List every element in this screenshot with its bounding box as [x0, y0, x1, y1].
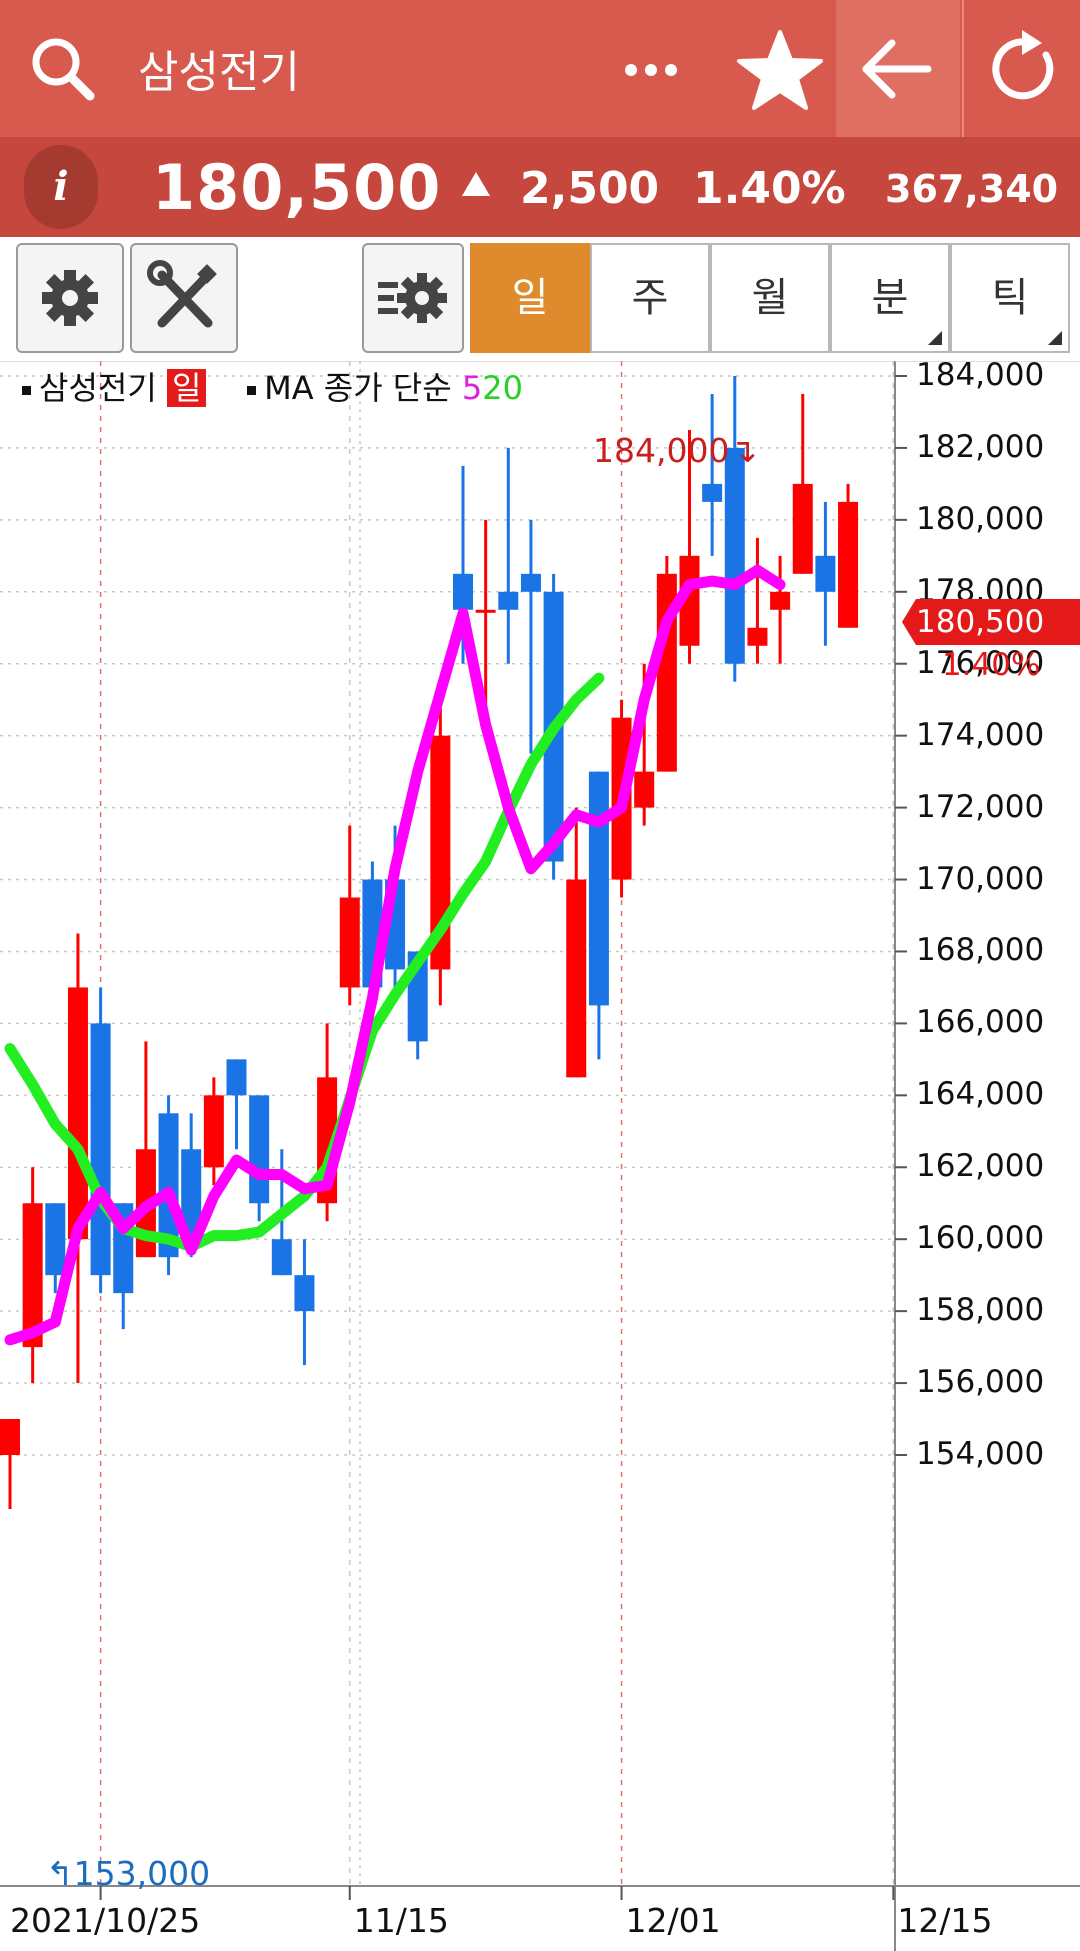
candle-body[interactable] [634, 771, 655, 808]
candle-body[interactable] [67, 987, 88, 1240]
star-icon[interactable] [730, 20, 830, 120]
candle-body[interactable] [226, 1059, 247, 1096]
dropdown-corner-icon [928, 331, 942, 345]
marker-arrow-icon: ↰ [46, 1854, 74, 1893]
x-tick-label: 2021/10/25 [10, 1901, 201, 1940]
current-percent-tag: 1.40% [942, 647, 1041, 683]
tab-weekly[interactable]: 주 [590, 243, 710, 353]
candle-body[interactable] [838, 501, 859, 628]
candle-body[interactable] [520, 573, 541, 592]
current-price-tag: 180,500 [902, 599, 1080, 645]
candle-body[interactable] [294, 1275, 315, 1312]
tab-tick-label: 틱 [991, 275, 1029, 321]
y-tick-label: 182,000 [916, 428, 1045, 465]
top-bar: 삼성전기 [0, 0, 1080, 137]
current-price: 180,500 [152, 151, 442, 224]
y-tick-label: 184,000 [916, 357, 1045, 393]
y-tick-label: 180,000 [916, 500, 1045, 537]
y-tick-label: 164,000 [916, 1076, 1045, 1113]
tab-minute[interactable]: 분 [830, 243, 950, 353]
candle-body[interactable] [0, 1419, 20, 1455]
candle-body[interactable] [566, 879, 587, 1078]
legend-ma5: 5 [461, 369, 483, 407]
settings-icon[interactable] [16, 243, 124, 353]
candle-body[interactable] [770, 591, 791, 610]
y-tick-label: 156,000 [916, 1364, 1045, 1401]
legend-period-badge: 일 [166, 369, 207, 407]
y-tick-label: 174,000 [916, 716, 1045, 753]
low-price-marker: ↰153,000 [46, 1854, 210, 1893]
y-tick-label: 162,000 [916, 1148, 1045, 1185]
candle-body[interactable] [815, 555, 836, 592]
legend-stock-name: 삼성전기 [39, 369, 157, 407]
indicator-settings-icon[interactable] [362, 243, 464, 353]
candle-body[interactable] [158, 1113, 179, 1258]
price-change: 2,500 [520, 163, 660, 214]
x-tick-label: 12/01 [625, 1901, 721, 1940]
legend-ma20: 20 [482, 369, 523, 407]
tools-icon[interactable] [130, 243, 238, 353]
candle-body[interactable] [724, 447, 745, 664]
candle-body[interactable] [249, 1095, 270, 1204]
ma5-line [4, 564, 786, 1346]
chart-legend: 삼성전기 일 MA 종가 단순 520 [22, 363, 523, 409]
y-tick-label: 154,000 [916, 1436, 1045, 1472]
x-tick-label: 11/15 [353, 1901, 449, 1940]
high-price-value: 184,000 [593, 431, 730, 470]
period-tabs: 일 주 월 분 틱 [470, 243, 1070, 353]
low-price-value: 153,000 [73, 1854, 211, 1893]
candle-body[interactable] [702, 483, 723, 502]
back-arrow-icon[interactable] [836, 0, 960, 137]
y-tick-label: 158,000 [916, 1292, 1045, 1329]
candle-body[interactable] [181, 1149, 202, 1240]
trade-volume: 367,340 [885, 167, 1059, 211]
up-arrow-icon [462, 172, 490, 196]
chart-canvas[interactable] [0, 361, 1080, 1951]
marker-arrow-icon: ↴ [729, 431, 758, 470]
price-bar: i 180,500 2,500 1.40% 367,340 [0, 137, 1080, 237]
stock-title[interactable]: 삼성전기 [138, 47, 300, 98]
y-tick-label: 166,000 [916, 1004, 1045, 1041]
tab-monthly[interactable]: 월 [710, 243, 830, 353]
tab-daily[interactable]: 일 [470, 243, 590, 353]
high-price-marker: 184,000↴ [593, 431, 757, 470]
y-tick-label: 170,000 [916, 860, 1045, 897]
y-tick-label: 168,000 [916, 932, 1045, 969]
info-button[interactable]: i [24, 145, 98, 229]
candle-body[interactable] [203, 1095, 224, 1168]
candle-body[interactable] [792, 483, 813, 574]
legend-marker [247, 385, 257, 395]
candle-body[interactable] [90, 1023, 111, 1276]
search-icon[interactable] [24, 30, 104, 110]
y-tick-label: 160,000 [916, 1220, 1045, 1257]
y-tick-label: 176,000 [916, 644, 1045, 681]
chart-toolbar: 일 주 월 분 틱 [0, 237, 1080, 361]
candle-body[interactable] [22, 1203, 43, 1348]
candle-body[interactable] [339, 897, 360, 988]
y-tick-label: 172,000 [916, 788, 1045, 825]
x-tick-label: 12/15 [897, 1901, 993, 1940]
price-change-percent: 1.40% [693, 163, 846, 214]
candle-body[interactable] [747, 627, 768, 646]
candle-body[interactable] [453, 573, 473, 610]
refresh-icon[interactable] [962, 0, 1080, 137]
candle-body[interactable] [45, 1203, 66, 1276]
candle-body[interactable] [430, 735, 451, 970]
legend-marker [22, 385, 31, 395]
dropdown-corner-icon [1048, 331, 1062, 345]
more-icon[interactable] [615, 30, 695, 110]
candle-body[interactable] [498, 591, 519, 610]
candle-body[interactable] [271, 1239, 292, 1276]
price-chart[interactable]: 삼성전기 일 MA 종가 단순 520 184,000 182,000 180,00… [0, 357, 1080, 1951]
legend-ma-label: MA 종가 단순 [264, 369, 452, 407]
tab-minute-label: 분 [871, 275, 909, 321]
candle-body[interactable] [588, 771, 609, 1006]
tab-tick[interactable]: 틱 [950, 243, 1070, 353]
candle-body[interactable] [475, 609, 496, 613]
